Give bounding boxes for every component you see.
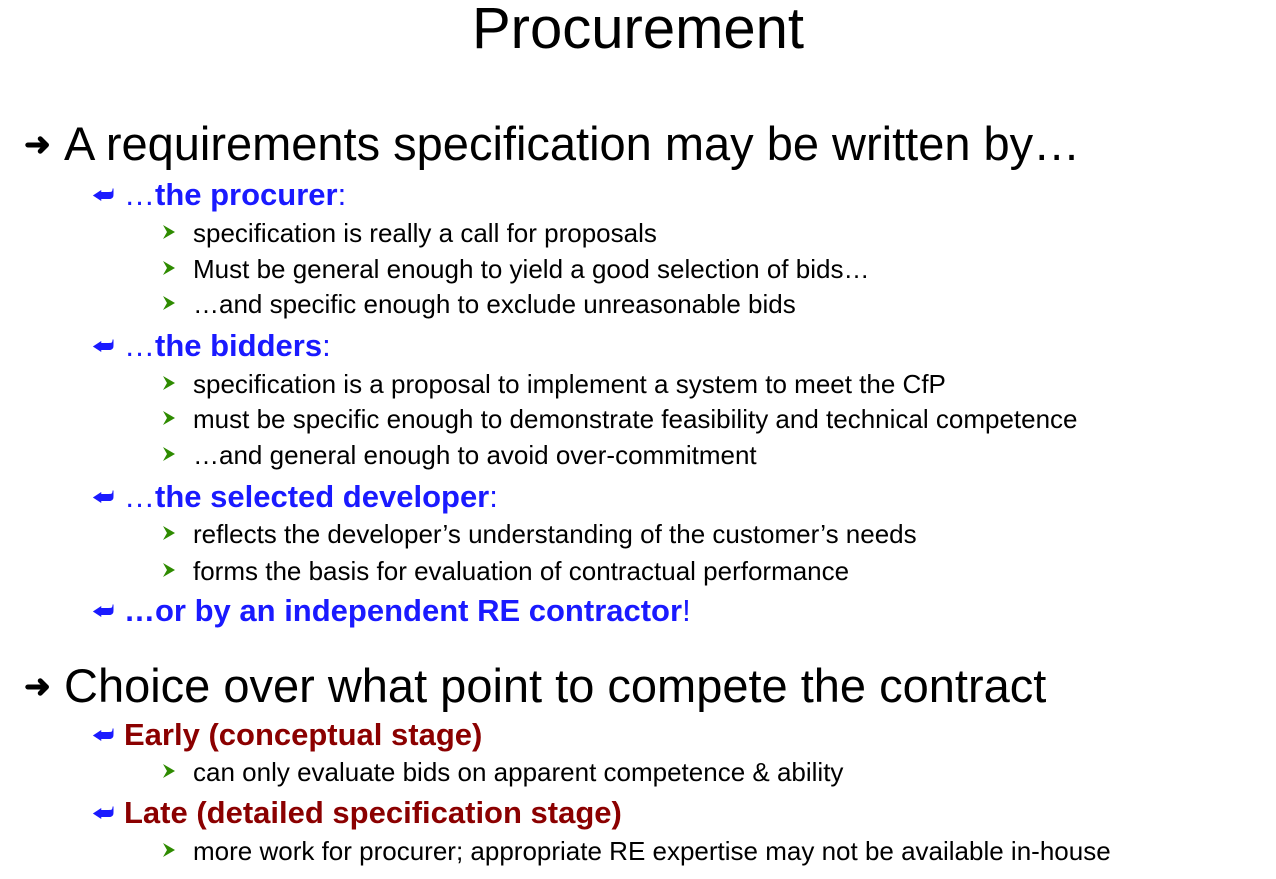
lead-ellipsis: …: [124, 177, 155, 212]
group-label-early: Early (conceptual stage): [124, 717, 483, 752]
group-label-bidders: the bidders: [155, 328, 323, 363]
hook-arrow-icon: ⮨: [92, 333, 115, 360]
green-triangle-bullet-icon: [163, 563, 175, 577]
green-triangle-bullet-icon: [163, 764, 175, 778]
list-item-text: …and specific enough to exclude unreason…: [193, 289, 796, 319]
group-label-late: Late (detailed specification stage): [124, 795, 622, 830]
right-arrow-icon: ➜: [24, 126, 51, 162]
green-triangle-bullet-icon: [163, 225, 175, 239]
group-label-independent-contractor: …or by an independent RE contractor: [124, 593, 683, 628]
section1-heading: A requirements specification may be writ…: [64, 117, 1081, 170]
group-label-procurer: the procurer: [155, 177, 338, 212]
group-tail: :: [322, 328, 331, 363]
green-triangle-bullet-icon: [163, 447, 175, 461]
list-item-text: specification is really a call for propo…: [193, 218, 657, 248]
group-label-selected-developer: the selected developer: [155, 479, 490, 514]
hook-arrow-icon: ⮨: [92, 484, 115, 511]
list-item-text: reflects the developer’s understanding o…: [193, 519, 917, 549]
list-item-text: …and general enough to avoid over-commit…: [193, 440, 757, 470]
green-triangle-bullet-icon: [163, 376, 175, 390]
green-triangle-bullet-icon: [163, 261, 175, 275]
green-triangle-bullet-icon: [163, 296, 175, 310]
group-tail: :: [337, 177, 347, 212]
hook-arrow-icon: ⮨: [92, 182, 115, 209]
green-triangle-bullet-icon: [163, 526, 175, 540]
hook-arrow-icon: ⮨: [92, 722, 115, 749]
hook-arrow-icon: ⮨: [92, 800, 115, 827]
green-triangle-bullet-icon: [163, 411, 175, 425]
lead-ellipsis: …: [124, 479, 155, 514]
group-tail: !: [682, 593, 691, 628]
section2-heading: Choice over what point to compete the co…: [64, 659, 1047, 712]
group-tail: :: [489, 479, 498, 514]
list-item-text: can only evaluate bids on apparent compe…: [193, 757, 844, 787]
hook-arrow-icon: ⮨: [92, 598, 115, 625]
list-item-text: forms the basis for evaluation of contra…: [193, 556, 850, 586]
list-item-text: Must be general enough to yield a good s…: [193, 254, 870, 284]
list-item-text: specification is a proposal to implement…: [193, 369, 946, 399]
right-arrow-icon: ➜: [24, 668, 51, 704]
list-item-text: more work for procurer; appropriate RE e…: [193, 836, 1111, 866]
slide-title: Procurement: [471, 0, 805, 61]
list-item-text: must be specific enough to demonstrate f…: [193, 404, 1078, 434]
green-triangle-bullet-icon: [163, 843, 175, 857]
lead-ellipsis: …: [124, 328, 155, 363]
